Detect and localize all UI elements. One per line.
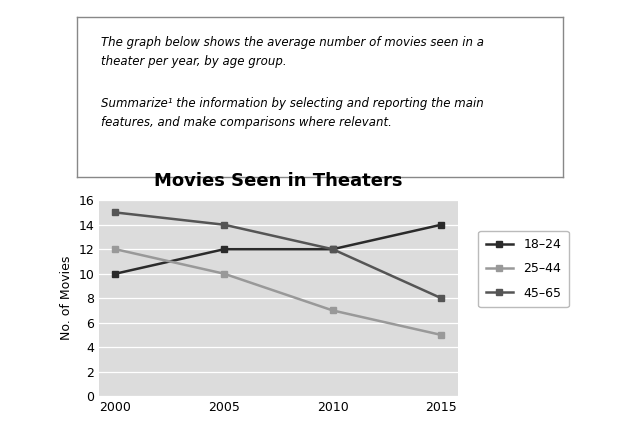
Legend: 18–24, 25–44, 45–65: 18–24, 25–44, 45–65 [478, 230, 569, 307]
Text: The graph below shows the average number of movies seen in a
theater per year, b: The graph below shows the average number… [101, 36, 484, 68]
Text: Summarize¹ the information by selecting and reporting the main
features, and mak: Summarize¹ the information by selecting … [101, 97, 484, 129]
Y-axis label: No. of Movies: No. of Movies [60, 256, 73, 340]
Title: Movies Seen in Theaters: Movies Seen in Theaters [154, 173, 403, 190]
